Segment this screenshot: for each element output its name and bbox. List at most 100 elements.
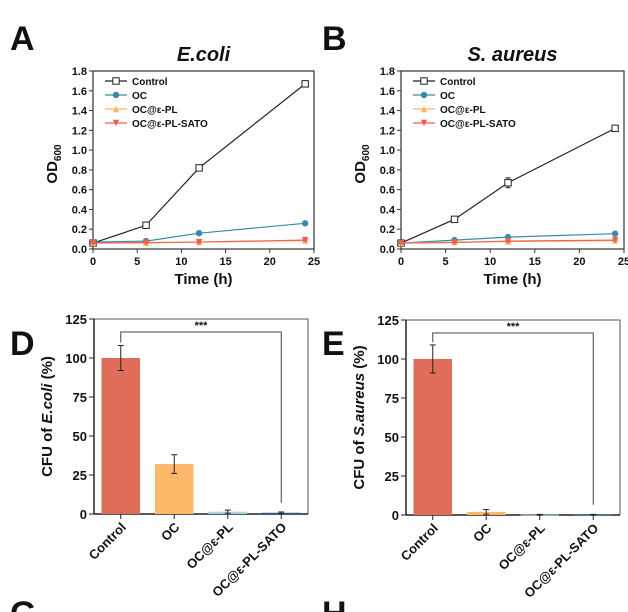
panel-label-H: H	[322, 595, 347, 612]
x-tick-label: 5	[134, 256, 140, 268]
y-tick-label: 1.4	[380, 106, 396, 118]
series-line	[92, 239, 306, 244]
data-point	[142, 221, 150, 229]
x-tick-label: 10	[175, 256, 187, 268]
data-point	[504, 237, 512, 245]
y-axis-label: CFU of E.coli (%)	[39, 356, 56, 477]
legend-label: Control	[132, 77, 168, 88]
x-tick-label: OC@ε-PL	[495, 520, 548, 573]
y-axis-label-subscript: 600	[53, 144, 64, 161]
data-point	[504, 179, 512, 187]
series-line	[92, 222, 306, 243]
bar-Control	[413, 359, 453, 515]
x-tick-label: 25	[308, 256, 320, 268]
x-tick-label: OC@ε-PL	[183, 519, 236, 572]
data-point	[397, 239, 405, 247]
y-axis-label-organism: S.aureus	[351, 373, 368, 436]
x-tick-label: OC	[158, 519, 183, 544]
y-tick-label: 1.4	[72, 106, 88, 118]
legend-label: OC@ε-PL	[132, 105, 178, 116]
legend-item: Control	[105, 77, 168, 88]
x-tick-label: 15	[219, 256, 231, 268]
x-tick-label: 0	[90, 256, 96, 268]
plot-frame	[92, 70, 315, 250]
panel-label-A: A	[10, 20, 35, 58]
significance-label: ***	[507, 321, 521, 333]
data-point	[451, 239, 458, 246]
legend-item: OC	[105, 91, 147, 102]
data-point	[142, 239, 150, 246]
y-tick-label: 1.6	[72, 86, 87, 98]
series-line	[400, 127, 616, 244]
y-axis-label-prefix: CFU of	[351, 436, 368, 489]
legend-item: OC@ε-PL-SATO	[413, 119, 516, 130]
panel-label-E: E	[322, 325, 345, 363]
panel-label-G: G	[10, 595, 36, 612]
legend-label: OC@ε-PL	[440, 105, 486, 116]
series-OC@ε-PL-SATO	[89, 236, 309, 247]
y-tick-label: 1.6	[380, 86, 395, 98]
data-point	[450, 215, 459, 224]
y-tick-label: 75	[385, 391, 399, 406]
y-tick-label: 75	[73, 390, 87, 405]
significance-bracket	[432, 332, 594, 505]
data-point	[195, 238, 203, 246]
data-point	[611, 236, 619, 244]
x-tick-label: 5	[443, 256, 449, 268]
y-axis-label-suffix: (%)	[39, 356, 56, 384]
panel-label-D: D	[10, 325, 35, 363]
y-tick-label: 0.4	[72, 204, 88, 216]
y-tick-label: 25	[385, 469, 399, 484]
y-axis-label-organism: E.coli	[39, 383, 56, 424]
y-tick-label: 1.0	[72, 145, 87, 157]
data-point	[112, 77, 120, 85]
series-OC@ε-PL-SATO	[397, 236, 619, 247]
series-line	[400, 233, 616, 244]
data-point	[301, 220, 309, 227]
series-line	[92, 83, 306, 244]
y-tick-label: 0.8	[380, 165, 395, 177]
data-point	[112, 91, 120, 99]
y-tick-label: 1.8	[380, 66, 395, 78]
x-tick-label: OC	[470, 520, 495, 545]
significance-label: ***	[195, 320, 209, 332]
data-point	[420, 105, 428, 113]
y-axis-label: OD600	[352, 144, 372, 184]
x-tick-label: 15	[529, 256, 541, 268]
x-axis-label: Time (h)	[483, 271, 541, 288]
x-tick-label: Control	[86, 520, 129, 563]
y-axis-label-prefix: CFU of	[39, 424, 56, 477]
y-tick-label: 1.0	[380, 145, 395, 157]
chart-title: E.coli	[177, 44, 231, 66]
data-point	[611, 124, 619, 133]
y-tick-label: 0	[80, 507, 87, 522]
x-axis-label: Time (h)	[174, 271, 232, 288]
y-tick-label: 50	[73, 429, 87, 444]
y-tick-label: 125	[377, 313, 399, 328]
bar-Control	[101, 358, 141, 514]
y-tick-label: 125	[65, 312, 87, 327]
y-tick-label: 0	[392, 508, 399, 523]
y-tick-label: 1.8	[72, 66, 87, 78]
legend-item: OC	[413, 91, 455, 102]
legend-item: OC@ε-PL	[413, 105, 486, 116]
significance-bracket	[120, 331, 282, 503]
chart-title: S. aureus	[467, 44, 557, 66]
y-tick-label: 0.6	[380, 185, 395, 197]
legend-label: OC@ε-PL-SATO	[132, 119, 208, 130]
series-Control	[397, 124, 619, 247]
x-tick-label: 0	[398, 256, 404, 268]
x-tick-label: 10	[484, 256, 496, 268]
legend-item: Control	[413, 77, 476, 88]
y-tick-label: 1.2	[380, 125, 395, 137]
x-tick-label: 20	[573, 256, 585, 268]
data-point	[301, 80, 309, 88]
y-tick-label: 0.2	[380, 224, 395, 236]
series-line	[400, 239, 616, 244]
data-point	[420, 119, 428, 127]
y-tick-label: 50	[385, 430, 399, 445]
legend-item: OC@ε-PL-SATO	[105, 119, 208, 130]
